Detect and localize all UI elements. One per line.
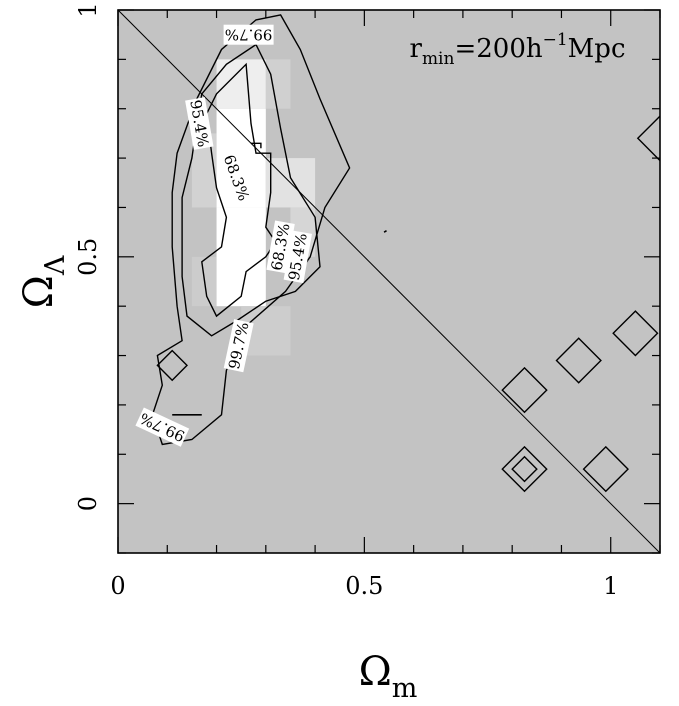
contour-label-2-bg [185,97,214,150]
diamond-contour-0 [501,366,548,414]
contour-label-extra-1: 68.3% [266,220,295,274]
contour-fragment-1 [383,229,387,233]
diamond-contour-5 [612,310,659,357]
flat-universe-line [118,10,660,553]
x-tick-label-2: 1 [603,572,618,600]
x-tick-label-0: 0 [110,572,125,600]
diamond-contour-3 [555,337,602,384]
diamond-contour-1 [501,445,548,493]
y-axis-label: ΩΛ [16,255,71,308]
diamond-contour-2 [511,455,538,483]
contour-label-3-text: 99.7% [225,26,273,44]
contour-label-extra-3-bg [135,407,190,447]
y-tick-label-2: 1 [74,2,102,17]
contour-0 [201,62,277,318]
x-axis-label: Ωm [359,649,418,704]
contour-label-extra-1-bg [266,220,295,274]
diamond-contour-6 [636,115,660,162]
annotation-rmin: rmin=200h−1Mpc [410,30,626,69]
y-tick-label-0: 0 [74,496,102,511]
heatmap-cell-0 [216,59,266,109]
contour-label-0-bg [218,150,255,205]
contour-4 [156,349,188,382]
diamond-contour-4 [582,445,629,493]
x-tick-label-1: 0.5 [345,572,383,600]
heatmap-cell-2 [216,207,266,307]
plot-frame [117,9,661,554]
contour-label-extra-2-bg [223,319,254,373]
contour-label-3: 99.7% [223,24,274,45]
contour-label-3-bg [223,24,274,45]
heatmap-cell-6 [265,59,291,109]
contour-1 [251,142,262,149]
y-tick-label-1: 0.5 [74,238,102,276]
